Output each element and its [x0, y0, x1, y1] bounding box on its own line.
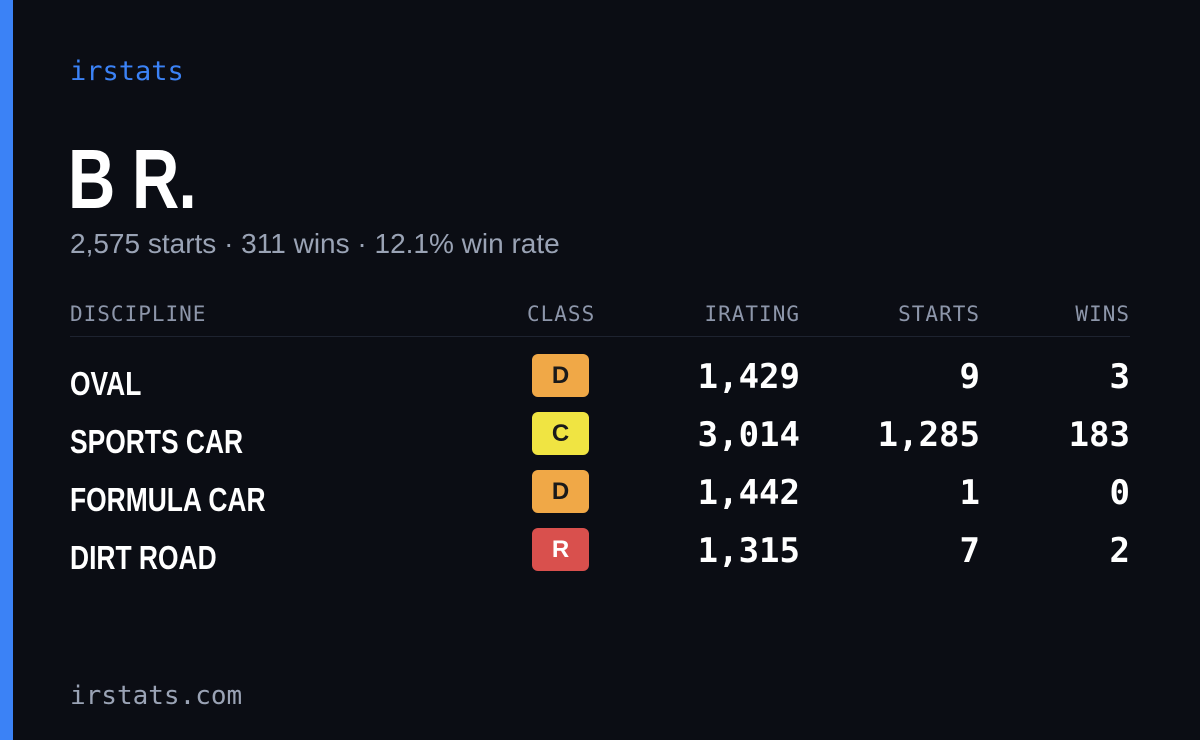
driver-name: B R. [68, 132, 197, 226]
table-row-sports-car: SPORTS CAR C 3,014 1,285 183 [70, 411, 1130, 469]
class-badge: C [532, 412, 589, 455]
table-header: DISCIPLINE CLASS IRATING STARTS WINS [70, 298, 1130, 337]
header-class: CLASS [527, 302, 596, 326]
discipline-name: FORMULA CAR [70, 481, 266, 518]
header-irating: IRATING [704, 302, 800, 326]
footer-site-link[interactable]: irstats.com [70, 681, 243, 711]
starts-value: 1 [959, 473, 980, 513]
discipline-name: OVAL [70, 365, 142, 402]
table-row-oval: OVAL D 1,429 9 3 [70, 353, 1130, 411]
wins-value: 0 [1109, 473, 1130, 513]
starts-value: 9 [959, 357, 980, 397]
starts-value: 1,285 [877, 415, 980, 455]
discipline-name: SPORTS CAR [70, 423, 244, 460]
wins-value: 3 [1109, 357, 1130, 397]
table-body: OVAL D 1,429 9 3 SPORTS CAR C 3,014 1,28… [70, 353, 1130, 585]
table-row-formula-car: FORMULA CAR D 1,442 1 0 [70, 469, 1130, 527]
irating-value: 3,014 [697, 415, 800, 455]
table-row-dirt-road: DIRT ROAD R 1,315 7 2 [70, 527, 1130, 585]
header-discipline: DISCIPLINE [70, 302, 207, 326]
class-badge: D [532, 470, 589, 513]
discipline-name: DIRT ROAD [70, 539, 217, 576]
brand-logo[interactable]: irstats [70, 56, 184, 87]
irating-value: 1,315 [697, 531, 800, 571]
class-badge: D [532, 354, 589, 397]
class-badge: R [532, 528, 589, 571]
discipline-table: DISCIPLINE CLASS IRATING STARTS WINS OVA… [70, 298, 1130, 576]
wins-value: 183 [1068, 415, 1130, 455]
header-wins: WINS [1075, 302, 1130, 326]
header-starts: STARTS [898, 302, 980, 326]
starts-value: 7 [959, 531, 980, 571]
driver-summary: 2,575 starts · 311 wins · 12.1% win rate [70, 228, 560, 259]
accent-bar [0, 0, 13, 740]
irating-value: 1,429 [697, 357, 800, 397]
irating-value: 1,442 [697, 473, 800, 513]
wins-value: 2 [1109, 531, 1130, 571]
